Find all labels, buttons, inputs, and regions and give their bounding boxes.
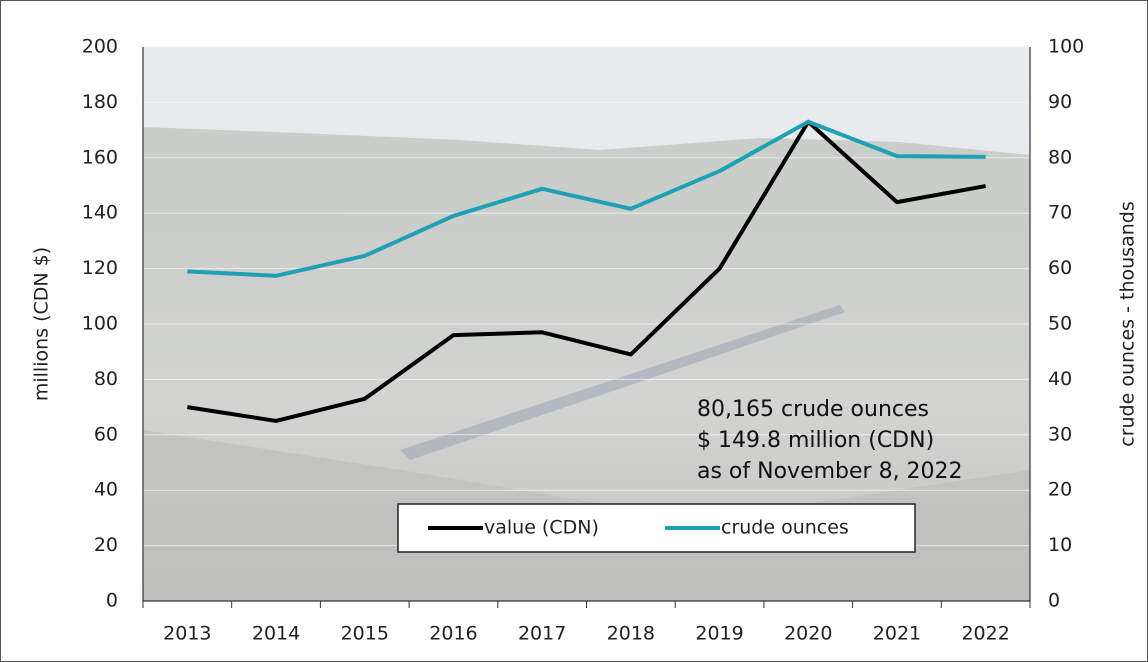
y-tick-label: 0 — [106, 590, 118, 612]
y2-tick-label: 70 — [1048, 202, 1072, 224]
y2-tick-label: 50 — [1048, 313, 1072, 335]
y2-tick-label: 40 — [1048, 368, 1072, 390]
x-tick-label: 2014 — [252, 623, 300, 645]
x-tick-label: 2021 — [873, 623, 921, 645]
y-tick-label: 80 — [94, 368, 118, 390]
y-axis-label: millions (CDN $) — [31, 247, 53, 401]
y2-tick-label: 100 — [1048, 36, 1084, 58]
annotation: 80,165 crude ounces — [697, 397, 929, 422]
y-tick-label: 60 — [94, 423, 118, 445]
y-tick-label: 160 — [82, 146, 118, 168]
annotation: as of November 8, 2022 — [697, 459, 963, 484]
legend-label: value (CDN) — [484, 517, 599, 539]
y2-axis-label: crude ounces - thousands — [1117, 201, 1139, 446]
y2-tick-label: 10 — [1048, 534, 1072, 556]
series-line — [187, 119, 987, 423]
y-tick-label: 120 — [82, 257, 118, 279]
x-tick-label: 2022 — [961, 623, 1009, 645]
x-tick-label: 2020 — [784, 623, 832, 645]
legend-box — [397, 503, 916, 553]
y-tick-label: 200 — [82, 36, 118, 58]
x-tick-label: 2015 — [341, 623, 389, 645]
y-tick-label: 140 — [82, 202, 118, 224]
x-tick-label: 2013 — [163, 623, 211, 645]
y2-tick-label: 80 — [1048, 146, 1072, 168]
y2-tick-label: 0 — [1048, 590, 1060, 612]
x-tick-label: 2016 — [429, 623, 477, 645]
y-tick-label: 100 — [82, 313, 118, 335]
x-tick-label: 2019 — [695, 623, 743, 645]
x-tick-label: 2017 — [518, 623, 566, 645]
y2-tick-label: 60 — [1048, 257, 1072, 279]
x-tick-label: 2018 — [607, 623, 655, 645]
annotation: $ 149.8 million (CDN) — [697, 428, 934, 453]
series-line — [187, 119, 986, 278]
y2-tick-label: 20 — [1048, 479, 1072, 501]
y-tick-label: 180 — [82, 91, 118, 113]
y-tick-label: 20 — [94, 534, 118, 556]
legend-label: crude ounces — [721, 517, 849, 539]
y-tick-label: 40 — [94, 479, 118, 501]
y2-tick-label: 30 — [1048, 423, 1072, 445]
y2-tick-label: 90 — [1048, 91, 1072, 113]
